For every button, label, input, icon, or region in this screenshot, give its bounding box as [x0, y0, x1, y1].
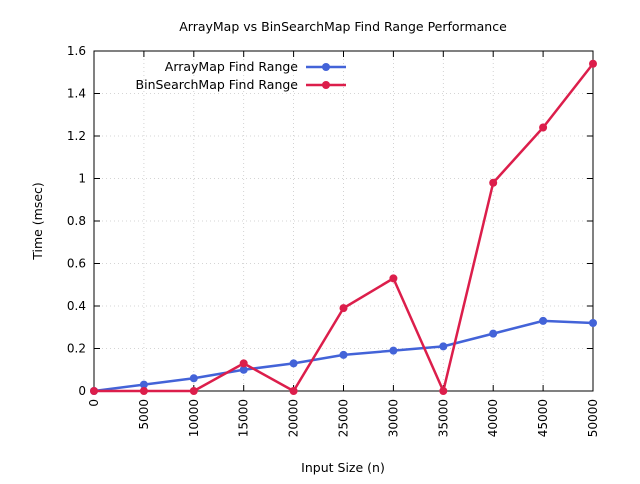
series-layer	[90, 59, 597, 395]
data-point	[539, 123, 548, 132]
y-tick-label: 0.6	[67, 257, 86, 271]
data-point	[239, 365, 248, 374]
x-tick-label: 30000	[386, 399, 400, 437]
grid	[94, 51, 593, 391]
x-tick-label: 25000	[337, 399, 351, 437]
x-tick-label: 5000	[137, 399, 151, 430]
x-tick-label: 10000	[187, 399, 201, 437]
data-point	[539, 316, 548, 325]
legend-label: ArrayMap Find Range	[165, 59, 299, 74]
data-point	[339, 304, 348, 313]
y-tick-label: 1.2	[67, 129, 86, 143]
x-axis-label: Input Size (n)	[301, 460, 385, 475]
data-point	[489, 329, 498, 338]
y-tick-label: 0	[78, 384, 86, 398]
data-point	[139, 380, 148, 389]
data-point	[289, 359, 298, 368]
data-point	[489, 178, 498, 187]
axis-ticks: 0 0.2 0.4 0.6 0.8 1 1.2 1.4 1.6 0 5000 10000 15000 20…	[67, 44, 600, 437]
data-point	[239, 359, 248, 368]
chart-title: ArrayMap vs BinSearchMap Find Range Perf…	[179, 19, 507, 34]
data-point	[139, 387, 148, 395]
data-point	[589, 59, 597, 68]
data-point	[589, 319, 597, 327]
data-point	[389, 274, 398, 283]
x-tick-label: 50000	[586, 399, 600, 437]
y-tick-label: 1	[78, 172, 86, 186]
legend-swatch-point	[322, 63, 330, 71]
legend-swatch-point	[322, 81, 330, 89]
x-tick-label: 0	[87, 399, 101, 407]
y-axis-label: Time (msec)	[30, 182, 45, 261]
data-point	[439, 387, 448, 395]
data-point	[339, 350, 348, 359]
data-point	[189, 374, 198, 383]
x-tick-label: 35000	[436, 399, 450, 437]
legend: ArrayMap Find Range BinSearchMap Find Ran…	[136, 59, 346, 92]
x-tick-label: 45000	[536, 399, 550, 437]
data-point	[189, 387, 198, 395]
y-tick-label: 1.6	[67, 44, 86, 58]
y-tick-label: 1.4	[67, 87, 86, 101]
y-tick-label: 0.8	[67, 214, 86, 228]
x-tick-label: 20000	[287, 399, 301, 437]
y-tick-label: 0.4	[67, 299, 86, 313]
x-tick-label: 15000	[237, 399, 251, 437]
data-point	[90, 387, 98, 395]
legend-label: BinSearchMap Find Range	[136, 77, 299, 92]
x-tick-label: 40000	[486, 399, 500, 437]
data-point	[389, 346, 398, 355]
data-point	[289, 387, 298, 395]
data-point	[439, 342, 448, 351]
y-tick-label: 0.2	[67, 342, 86, 356]
